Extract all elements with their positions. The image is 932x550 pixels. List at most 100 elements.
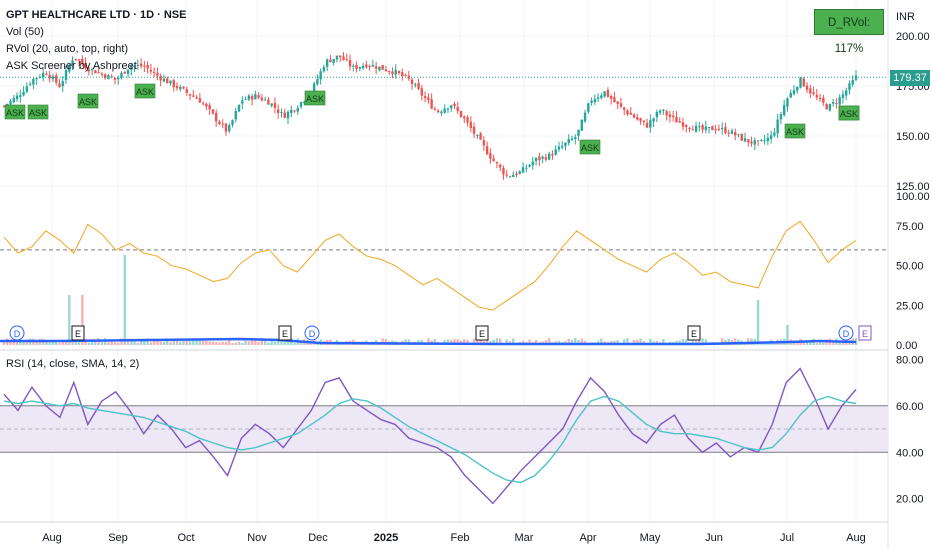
candle-body <box>756 140 760 142</box>
candle-body <box>139 63 143 67</box>
volume-bar <box>678 340 681 345</box>
volume-bar <box>570 339 574 345</box>
volume-bar <box>720 338 724 345</box>
y-tick-label: 80.00 <box>896 354 924 366</box>
volume-bar <box>267 342 270 345</box>
volume-bar <box>120 338 123 345</box>
candle-body <box>335 55 339 60</box>
volume-bar <box>792 342 796 345</box>
volume-bar <box>831 341 835 345</box>
candle-body <box>401 72 404 77</box>
candle-body <box>436 110 440 113</box>
volume-bar <box>152 339 156 345</box>
y-tick-label: 25.00 <box>896 300 924 312</box>
candle-body <box>293 110 296 112</box>
candle-body <box>254 94 257 100</box>
volume-bar <box>162 341 166 345</box>
candle-body <box>410 79 414 85</box>
candle-body <box>678 121 681 123</box>
candle-body <box>329 59 332 63</box>
candle-body <box>133 65 136 67</box>
candle-body <box>205 103 208 107</box>
candle-body <box>498 164 502 168</box>
candle-body <box>619 103 623 107</box>
earnings-marker <box>71 325 85 341</box>
x-tick-label: May <box>640 532 661 544</box>
volume-bar <box>786 325 789 345</box>
candle-body <box>48 74 51 79</box>
volume-bar <box>55 341 58 345</box>
volume-bar <box>505 339 508 345</box>
volume-bar <box>763 342 766 345</box>
volume-bar <box>534 339 538 345</box>
candle-body <box>802 78 805 87</box>
ask-signal-label: ASK <box>840 109 858 119</box>
candle-body <box>479 133 482 140</box>
candle-body <box>658 110 662 113</box>
candle-body <box>799 77 802 88</box>
candle-body <box>126 69 130 75</box>
candle-body <box>691 129 694 131</box>
ask-signal-badge <box>4 104 26 120</box>
candle-body <box>103 74 107 79</box>
volume-bar <box>476 339 479 345</box>
symbol-title[interactable]: GPT HEALTHCARE LTD · 1D · NSE <box>6 9 187 21</box>
candle-body <box>32 78 35 85</box>
candle-body <box>786 98 789 107</box>
volume-bar <box>662 338 665 345</box>
y-tick-label: 60.00 <box>896 401 924 413</box>
candle-body <box>541 156 544 159</box>
volume-bar <box>293 342 296 345</box>
candle-body <box>590 100 593 103</box>
volume-bar <box>188 339 192 345</box>
volume-bar <box>48 342 51 345</box>
candle-body <box>387 71 391 73</box>
candle-body <box>45 73 48 75</box>
candle-body <box>192 95 195 97</box>
legend-ask[interactable]: ASK Screener by Ashpreet <box>6 60 137 72</box>
candle-body <box>655 111 659 118</box>
volume-bar <box>146 338 149 345</box>
volume-bar <box>205 340 208 345</box>
candle-body <box>123 71 126 74</box>
volume-bar <box>221 341 224 345</box>
volume-bar <box>228 339 231 345</box>
candle-body <box>466 117 469 123</box>
volume-bar <box>218 342 221 345</box>
volume-bar <box>15 341 19 345</box>
volume-bar <box>130 338 133 345</box>
price-pane[interactable]: ASKASKASKASKASKASKASKASKASK <box>0 52 888 180</box>
volume-bar <box>277 340 280 345</box>
event-marker-label: E <box>691 329 697 339</box>
currency-label[interactable]: INR <box>896 11 915 23</box>
rvol-badge: D_RVol: 117% <box>814 9 884 55</box>
candle-body <box>596 97 600 99</box>
candle-body <box>561 145 564 148</box>
legend-rvol[interactable]: RVol (20, auto, top, right) <box>6 43 129 55</box>
candle-body <box>711 126 714 131</box>
legend-rsi[interactable]: RSI (14, close, SMA, 14, 2) <box>6 358 140 370</box>
ask-signal-badge <box>579 139 601 155</box>
candle-body <box>446 108 450 110</box>
ask-signal-label: ASK <box>786 127 804 137</box>
candle-body <box>502 167 505 175</box>
candle-body <box>260 97 264 101</box>
legend-vol[interactable]: Vol (50) <box>6 26 44 38</box>
volume-bar <box>544 340 548 345</box>
candle-body <box>97 72 100 74</box>
candle-body <box>195 97 198 99</box>
candle-body <box>87 69 91 72</box>
x-tick-label: Oct <box>177 532 194 544</box>
candle-body <box>518 171 521 174</box>
volume-bar <box>250 340 254 345</box>
candle-body <box>290 109 293 113</box>
candle-body <box>71 60 74 66</box>
candle-body <box>19 95 22 97</box>
volume-bar <box>9 339 12 345</box>
candle-body <box>322 67 326 72</box>
rsi-pane[interactable] <box>0 367 888 505</box>
candle-body <box>149 69 153 72</box>
volume-bar <box>117 342 120 345</box>
candle-body <box>508 176 512 178</box>
